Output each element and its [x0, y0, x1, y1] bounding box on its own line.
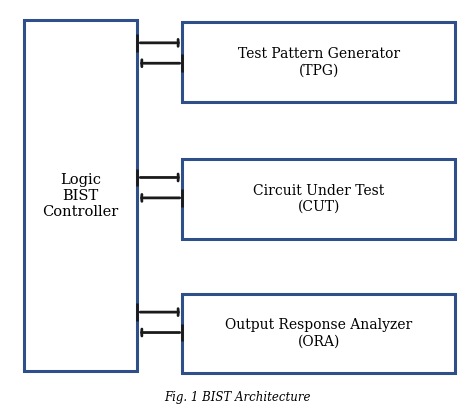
Text: Logic
BIST
Controller: Logic BIST Controller: [43, 173, 118, 219]
Bar: [182, 159, 455, 239]
Text: Test Pattern Generator
(TPG): Test Pattern Generator (TPG): [237, 47, 400, 78]
Text: Circuit Under Test
(CUT): Circuit Under Test (CUT): [253, 184, 384, 214]
Bar: [24, 20, 137, 371]
Bar: [182, 22, 455, 102]
Text: Output Response Analyzer
(ORA): Output Response Analyzer (ORA): [225, 318, 412, 349]
Text: Fig. 1 BIST Architecture: Fig. 1 BIST Architecture: [164, 391, 310, 404]
Bar: [182, 294, 455, 373]
